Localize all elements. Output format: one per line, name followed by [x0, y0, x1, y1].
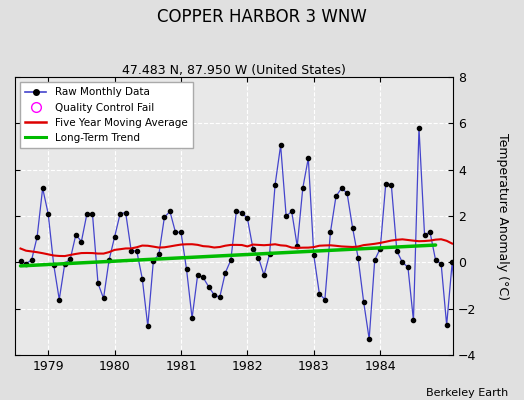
Title: 47.483 N, 87.950 W (United States): 47.483 N, 87.950 W (United States) — [122, 64, 346, 77]
Text: COPPER HARBOR 3 WNW: COPPER HARBOR 3 WNW — [157, 8, 367, 26]
Y-axis label: Temperature Anomaly (°C): Temperature Anomaly (°C) — [496, 132, 509, 300]
Legend: Raw Monthly Data, Quality Control Fail, Five Year Moving Average, Long-Term Tren: Raw Monthly Data, Quality Control Fail, … — [20, 82, 192, 148]
Text: Berkeley Earth: Berkeley Earth — [426, 388, 508, 398]
